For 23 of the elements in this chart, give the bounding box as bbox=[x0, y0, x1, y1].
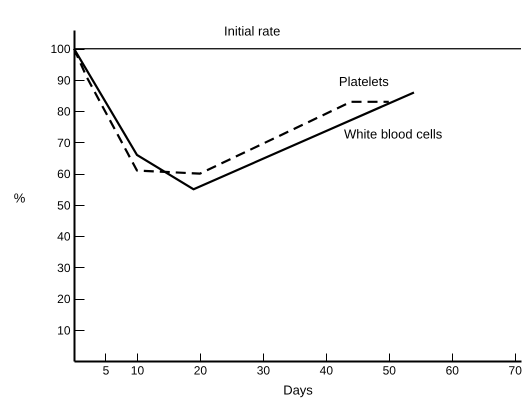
y-tick-label: 90 bbox=[57, 73, 71, 88]
y-tick-label: 40 bbox=[57, 230, 71, 244]
y-tick-label: 20 bbox=[57, 292, 71, 306]
series-label: Platelets bbox=[338, 74, 390, 89]
ref-line-label: Initial rate bbox=[224, 24, 280, 39]
x-tick-label: 20 bbox=[194, 364, 208, 378]
x-tick-label: 40 bbox=[320, 364, 334, 378]
x-tick-label: 60 bbox=[446, 364, 460, 378]
y-tick-label: 50 bbox=[57, 198, 71, 212]
x-axis-title: Days bbox=[283, 382, 314, 398]
y-tick-label: 10 bbox=[57, 323, 71, 338]
series-label: White blood cells bbox=[344, 126, 443, 142]
y-tick-label: 100 bbox=[50, 42, 71, 56]
y-tick-label: 70 bbox=[57, 136, 71, 150]
x-tick-label: 30 bbox=[256, 364, 270, 378]
y-axis-title: % bbox=[14, 190, 26, 206]
y-tick-label: 30 bbox=[57, 260, 71, 275]
x-tick-label: 10 bbox=[130, 364, 144, 378]
x-tick-label: 5 bbox=[102, 364, 110, 378]
y-tick-label: 80 bbox=[57, 104, 71, 119]
y-tick-label: 60 bbox=[57, 167, 71, 182]
x-tick-label: 50 bbox=[382, 364, 396, 378]
x-tick-label: 70 bbox=[508, 364, 522, 378]
